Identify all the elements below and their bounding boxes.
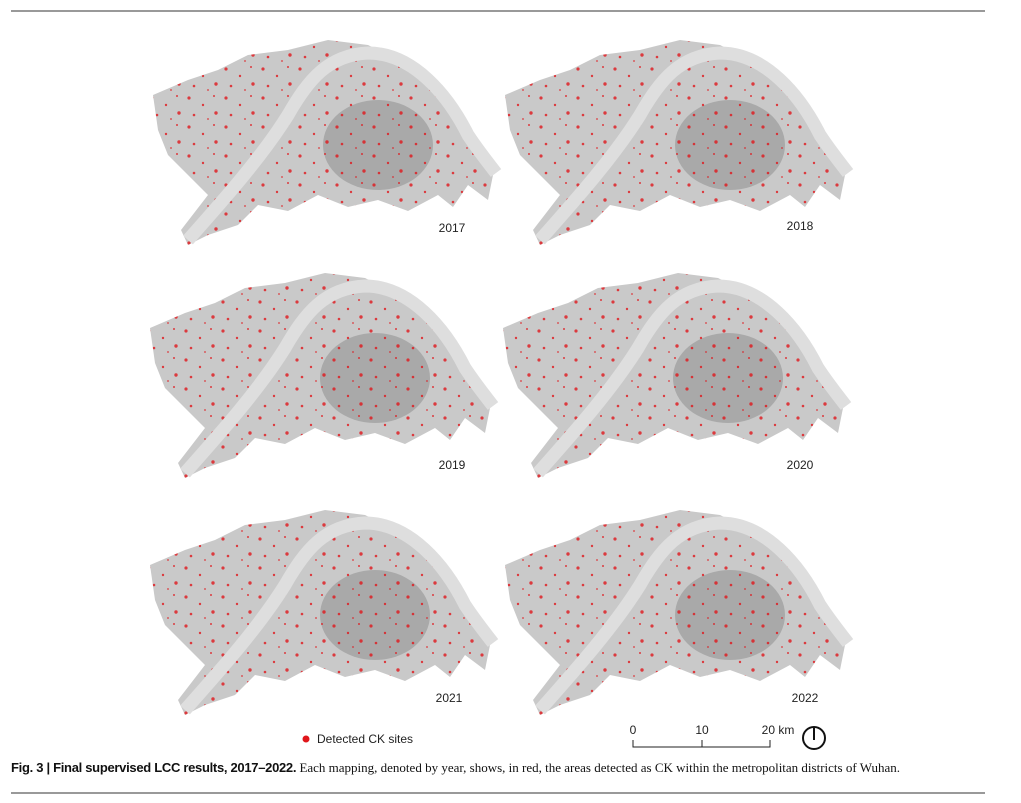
- map-panel: [148, 35, 498, 245]
- map-panel: [498, 268, 848, 478]
- scale-label: 10: [695, 723, 709, 737]
- year-label: 2021: [436, 691, 463, 705]
- caption-label: Fig. 3 | Final supervised LCC results, 2…: [11, 760, 297, 775]
- north-arrow: [802, 726, 826, 750]
- map-panel: [500, 505, 850, 715]
- map-panel: [145, 268, 495, 478]
- year-label: 2017: [439, 221, 466, 235]
- year-label: 2022: [792, 691, 819, 705]
- panels: 2017 2018 2019 2020 2021 2022: [145, 35, 850, 715]
- legend-marker: [302, 735, 310, 743]
- scale-label: 0: [630, 723, 637, 737]
- year-label: 2019: [439, 458, 466, 472]
- map-panel: [500, 35, 850, 245]
- caption: Fig. 3 | Final supervised LCC results, 2…: [11, 760, 1011, 776]
- caption-text: Each mapping, denoted by year, shows, in…: [299, 760, 900, 775]
- year-label: 2018: [787, 219, 814, 233]
- scale-label: 20 km: [762, 723, 795, 737]
- year-label: 2020: [787, 458, 814, 472]
- map-panel: [145, 505, 495, 715]
- scale-bar: 0 10 20 km: [630, 723, 795, 748]
- legend-label: Detected CK sites: [317, 732, 413, 746]
